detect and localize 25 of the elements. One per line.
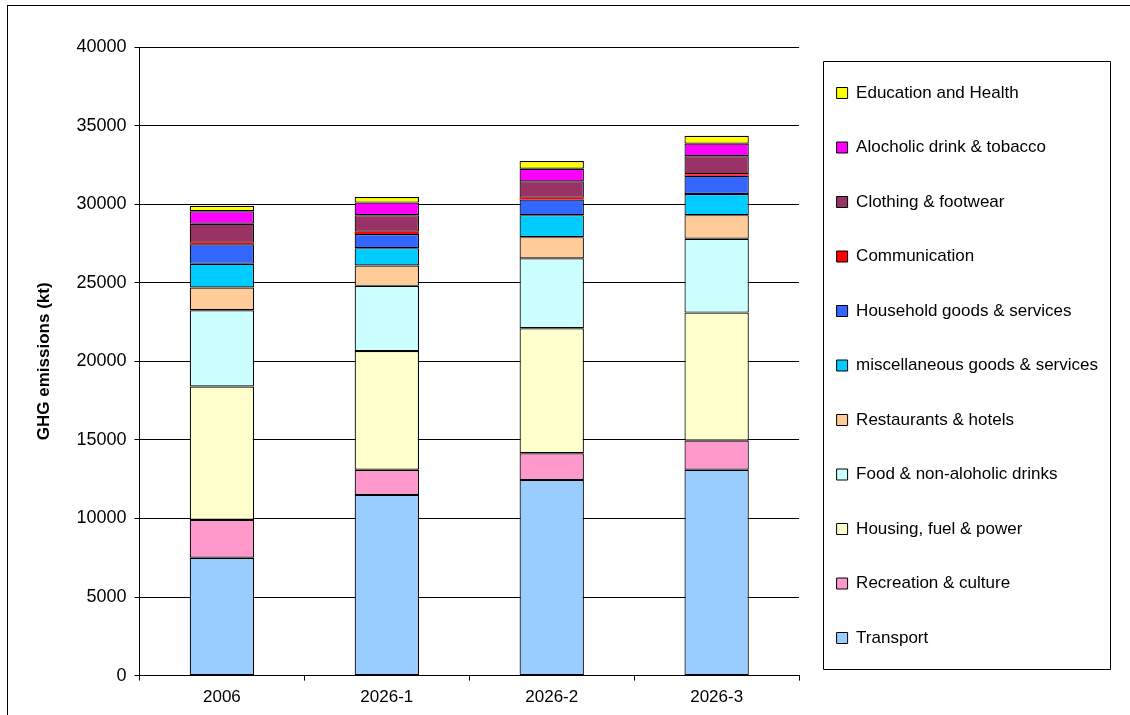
y-axis-title: GHG emissions (kt) — [33, 282, 53, 441]
y-tick-label: 30000 — [76, 193, 127, 214]
legend-label: Communication — [856, 246, 975, 266]
legend-label: Transport — [856, 627, 929, 647]
legend-label: Education and Health — [856, 82, 1019, 102]
y-tick-label: 10000 — [76, 507, 127, 528]
legend-label: Clothing & footwear — [856, 191, 1005, 211]
legend-label: miscellaneous goods & services — [856, 355, 1099, 375]
x-tick-label: 2026-2 — [525, 687, 579, 707]
y-tick-label: 25000 — [76, 271, 127, 292]
legend-label: Recreation & culture — [856, 573, 1011, 593]
legend-label: Alocholic drink & tobacco — [856, 137, 1047, 157]
legend-label: Food & non-aloholic drinks — [856, 464, 1058, 484]
x-tick-label: 2026-1 — [360, 687, 414, 707]
y-tick-label: 5000 — [86, 585, 127, 606]
x-tick-label: 2006 — [203, 687, 241, 707]
y-tick-label: 0 — [116, 664, 127, 685]
y-tick-label: 20000 — [76, 350, 127, 371]
y-tick-label: 15000 — [76, 428, 127, 449]
legend-label: Restaurants & hotels — [856, 409, 1014, 429]
x-tick-label: 2026-3 — [690, 687, 744, 707]
legend-label: Household goods & services — [856, 300, 1072, 320]
y-tick-label: 35000 — [76, 114, 127, 135]
legend-label: Housing, fuel & power — [856, 518, 1023, 538]
y-tick-label: 40000 — [76, 35, 127, 56]
